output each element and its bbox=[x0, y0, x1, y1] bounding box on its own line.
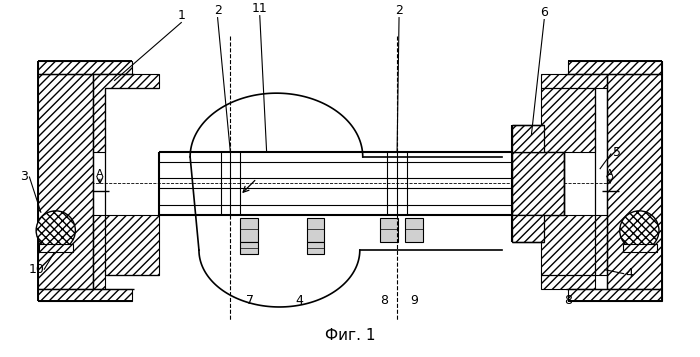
Polygon shape bbox=[240, 218, 258, 242]
Text: 3: 3 bbox=[20, 170, 28, 183]
Polygon shape bbox=[38, 289, 132, 301]
Text: 9: 9 bbox=[410, 294, 418, 307]
Polygon shape bbox=[541, 215, 607, 289]
Polygon shape bbox=[38, 74, 93, 289]
Polygon shape bbox=[405, 218, 423, 242]
Text: 4: 4 bbox=[295, 294, 303, 307]
Text: 2: 2 bbox=[214, 4, 221, 17]
Circle shape bbox=[36, 211, 76, 250]
Text: A: A bbox=[96, 169, 104, 178]
Polygon shape bbox=[38, 61, 132, 74]
Polygon shape bbox=[568, 61, 662, 74]
Circle shape bbox=[620, 211, 659, 250]
Text: A: A bbox=[606, 169, 614, 178]
Text: 1: 1 bbox=[177, 9, 186, 21]
Polygon shape bbox=[541, 74, 607, 152]
Text: 11: 11 bbox=[252, 2, 267, 15]
Text: 8: 8 bbox=[380, 294, 389, 307]
Text: 7: 7 bbox=[246, 294, 254, 307]
Text: Фиг. 1: Фиг. 1 bbox=[325, 328, 375, 343]
Text: 10: 10 bbox=[28, 263, 44, 276]
Polygon shape bbox=[568, 289, 662, 301]
Polygon shape bbox=[623, 244, 657, 252]
Polygon shape bbox=[607, 74, 662, 289]
Text: 6: 6 bbox=[540, 6, 548, 19]
Polygon shape bbox=[512, 215, 544, 242]
Text: 4: 4 bbox=[626, 267, 634, 280]
Polygon shape bbox=[512, 125, 544, 152]
Polygon shape bbox=[39, 244, 74, 252]
Polygon shape bbox=[240, 242, 258, 254]
Polygon shape bbox=[512, 152, 564, 215]
Text: 2: 2 bbox=[395, 4, 403, 17]
Polygon shape bbox=[307, 242, 325, 254]
Text: 5: 5 bbox=[612, 146, 621, 159]
Polygon shape bbox=[307, 218, 325, 242]
Text: 8: 8 bbox=[564, 294, 572, 307]
Polygon shape bbox=[93, 74, 159, 152]
Polygon shape bbox=[380, 218, 398, 242]
Polygon shape bbox=[93, 215, 159, 289]
